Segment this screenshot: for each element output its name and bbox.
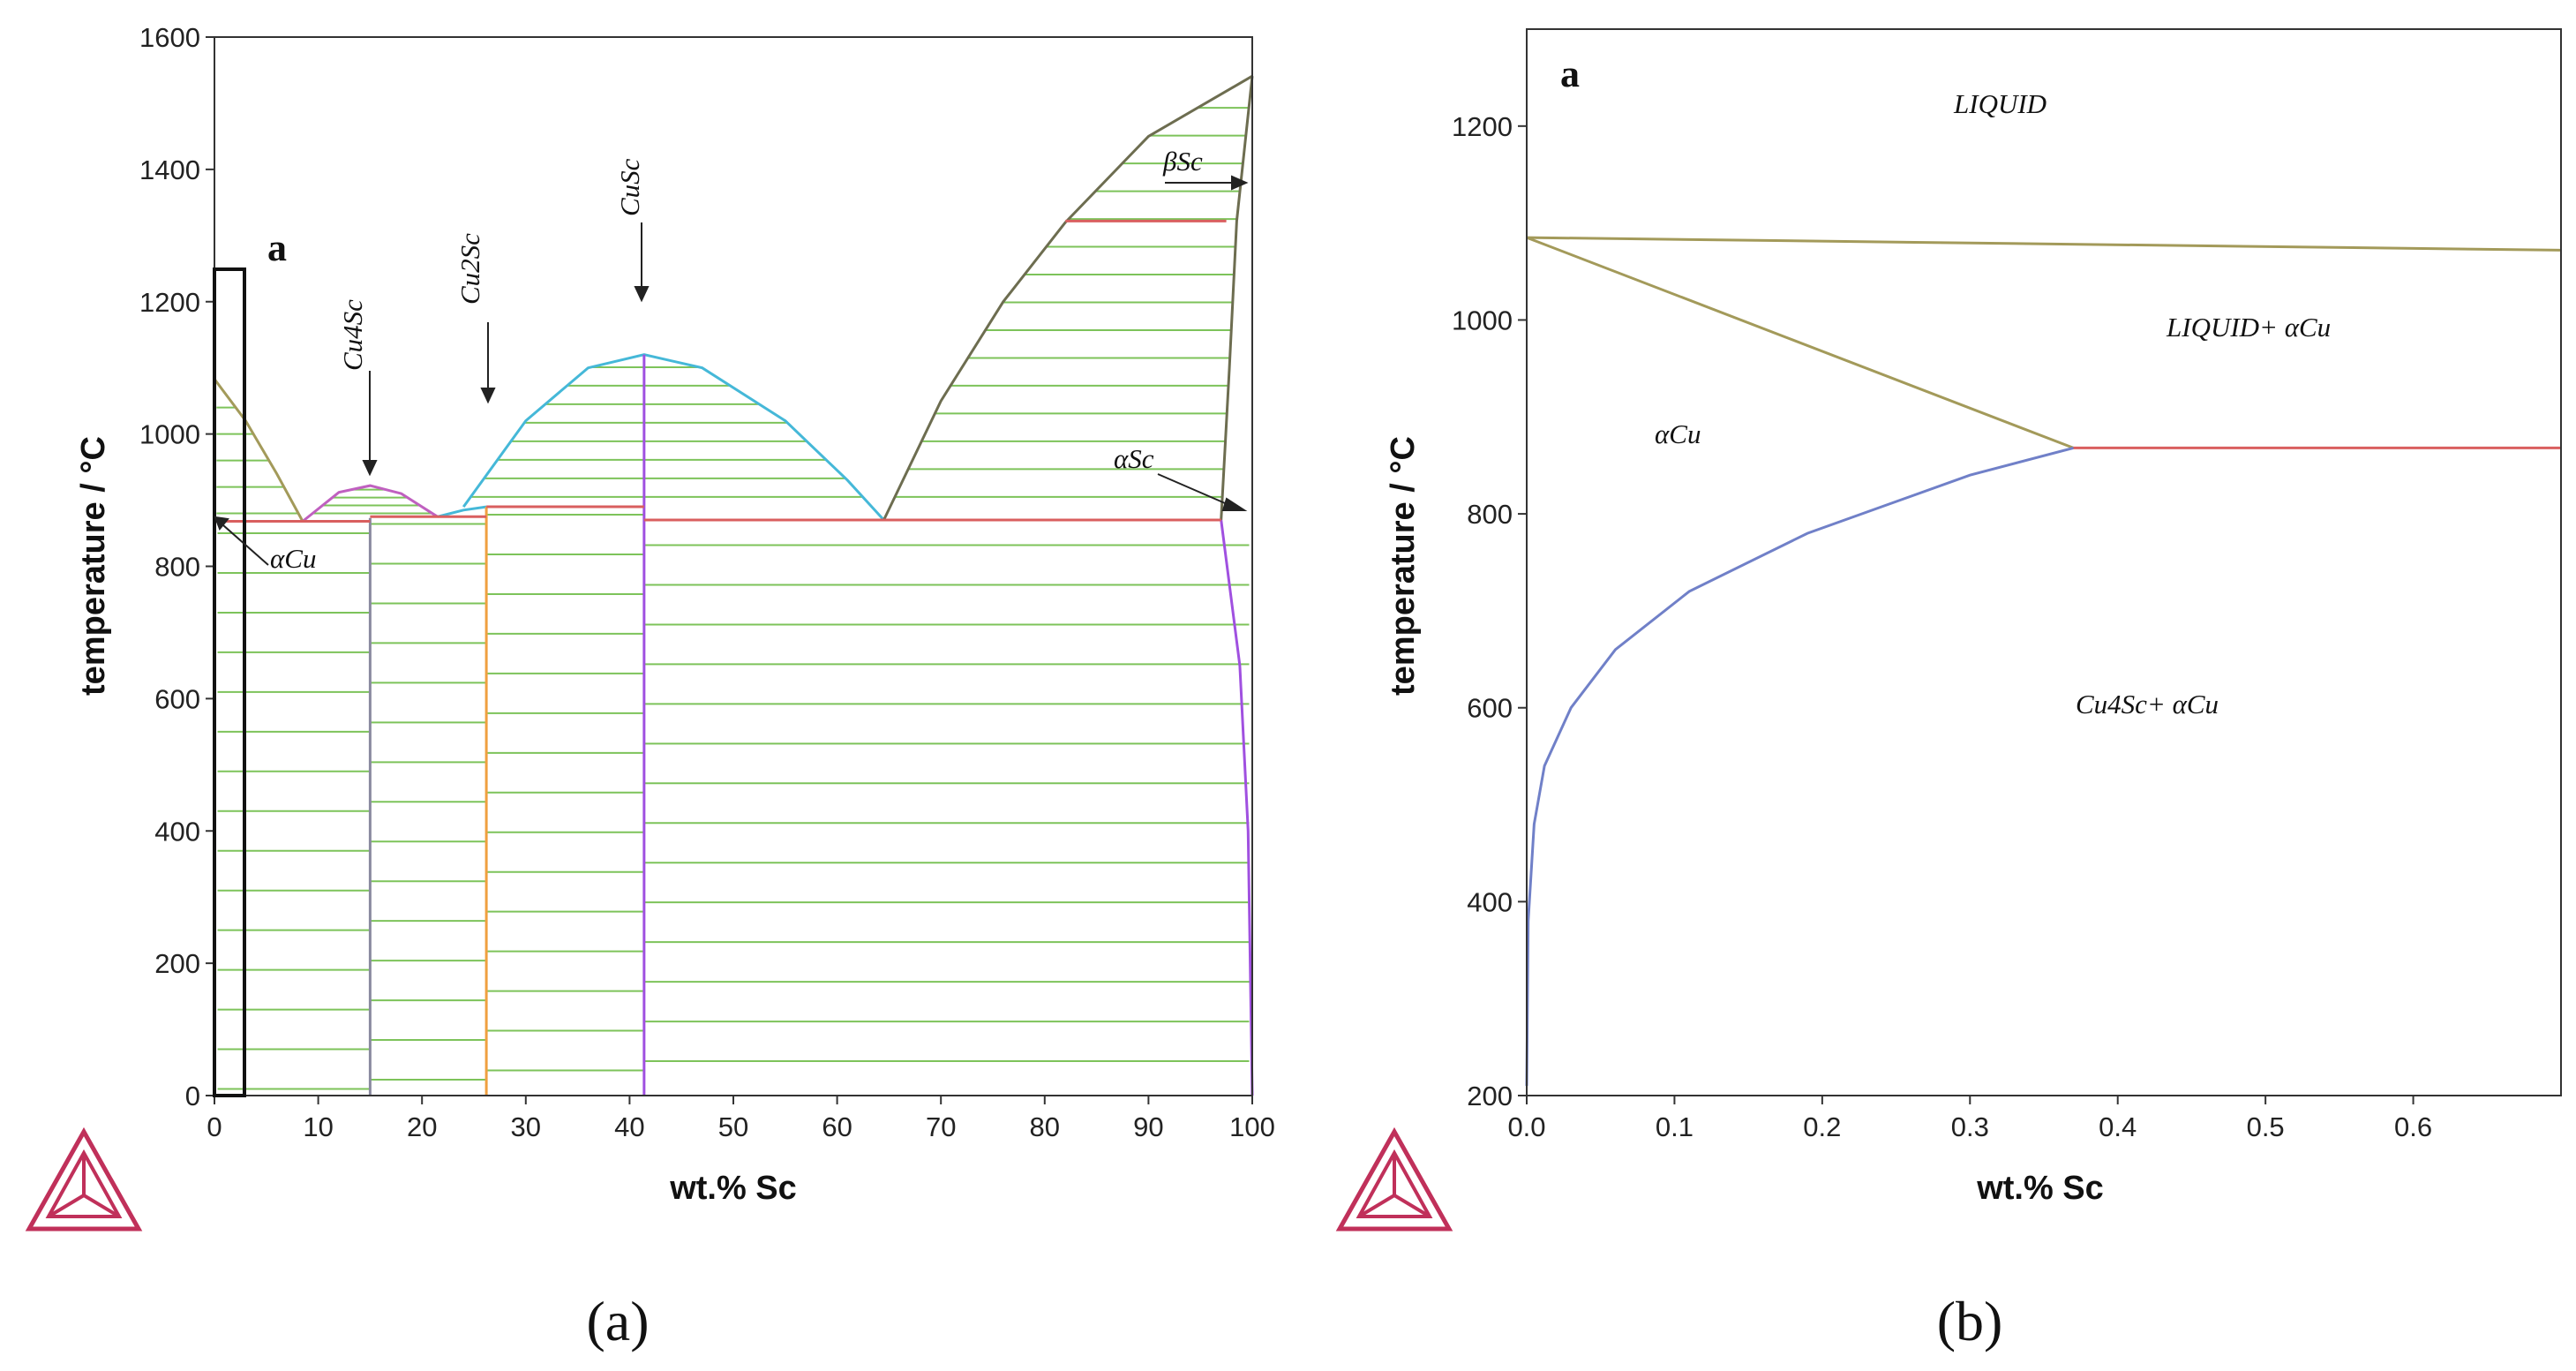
x-tick-label: 40 xyxy=(614,1111,644,1142)
y-tick-label: 400 xyxy=(1467,886,1513,917)
arrow-head-cusc xyxy=(634,286,650,303)
x-tick-label: 0.2 xyxy=(1803,1111,1841,1142)
x-tick-label: 0.1 xyxy=(1656,1111,1694,1142)
region-label-liquid-alpha-cu: LIQUID+ αCu xyxy=(2166,312,2331,343)
x-tick-label: 0.5 xyxy=(2247,1111,2285,1142)
x-tick-label: 60 xyxy=(822,1111,852,1142)
region-label-liquid: LIQUID xyxy=(1953,88,2047,119)
x-tick-label: 0.0 xyxy=(1507,1111,1545,1142)
annotation-arrows xyxy=(214,175,1249,566)
solvus-line xyxy=(1525,446,2074,1087)
y-tick-label: 1000 xyxy=(1452,305,1513,335)
arrow-alpha-cu xyxy=(222,524,269,566)
phase-boundary-group xyxy=(213,74,1254,1096)
region-label-alpha-cu: αCu xyxy=(1655,418,1701,449)
y-tick-label: 800 xyxy=(1467,499,1513,530)
arrow-head-alpha-cu xyxy=(214,516,229,531)
y-tick-label: 200 xyxy=(154,948,200,979)
phase-boundary-curve xyxy=(437,505,487,518)
panel-a: 0 10 20 30 40 50 60 70 80 90 100020040060080010001… xyxy=(25,22,1275,1352)
panel-label: a xyxy=(1560,52,1580,95)
panel-b: 0.0 0.1 0.2 0.3 0.4 0.5 0.6 200 400 600 800 1000 120… xyxy=(1335,28,2562,1352)
phase-boundary-curve xyxy=(302,484,439,523)
x-tick-label: 100 xyxy=(1229,1111,1275,1142)
caption-b: (b) xyxy=(1937,1290,2003,1352)
tick-group: 0 10 20 30 40 50 60 70 80 90 100020040060080010001… xyxy=(139,22,1275,1142)
phase-label-alpha-cu: αCu xyxy=(270,543,316,574)
arrow-head-cu4sc xyxy=(362,460,378,477)
solidus-line xyxy=(1526,236,2075,449)
y-tick-label: 600 xyxy=(154,683,200,714)
y-tick-label: 1200 xyxy=(139,287,200,318)
phase-boundary-curve xyxy=(1220,76,1254,521)
y-tick-label: 800 xyxy=(154,552,200,583)
phase-boundary-curve xyxy=(1220,519,1254,1096)
x-axis-title-a: wt.% Sc xyxy=(669,1170,797,1207)
x-tick-label: 90 xyxy=(1133,1111,1163,1142)
plot-frame xyxy=(1526,28,2562,1096)
phase-label-cu4sc: Cu4Sc xyxy=(337,299,368,371)
x-tick-label: 0.4 xyxy=(2099,1111,2137,1142)
phase-label-cu2sc: Cu2Sc xyxy=(454,233,485,305)
x-tick-label: 30 xyxy=(511,1111,541,1142)
liquidus-line xyxy=(1526,236,2562,252)
zoom-region-box xyxy=(213,267,246,1097)
x-tick-label: 50 xyxy=(718,1111,748,1142)
x-tick-label: 0.6 xyxy=(2394,1111,2432,1142)
x-tick-label: 10 xyxy=(303,1111,333,1142)
x-axis-title-b: wt.% Sc xyxy=(1976,1170,2104,1207)
phase-label-beta-sc: βSc xyxy=(1162,146,1203,177)
arrow-head-alpha-sc xyxy=(1221,497,1248,511)
y-tick-label: 1400 xyxy=(139,154,200,185)
y-axis-title-b: temperature / °C xyxy=(1385,436,1422,696)
y-tick-label: 0 xyxy=(185,1081,200,1111)
x-tick-label: 0.3 xyxy=(1951,1111,1989,1142)
y-tick-label: 1000 xyxy=(139,419,200,450)
arrow-alpha-sc xyxy=(1157,473,1232,507)
caption-a: (a) xyxy=(586,1290,649,1352)
thermo-calc-logo-icon xyxy=(1335,1126,1453,1232)
arrow-head-cu2sc xyxy=(480,388,496,404)
y-tick-label: 400 xyxy=(154,816,200,847)
x-tick-label: 80 xyxy=(1030,1111,1060,1142)
y-tick-label: 600 xyxy=(1467,693,1513,724)
arrow-head-beta-sc xyxy=(1231,175,1249,191)
y-axis-title-a: temperature / °C xyxy=(75,436,112,696)
phase-boundary-group xyxy=(1525,236,2562,1087)
phase-boundary-curve xyxy=(882,74,1253,521)
panel-label: a xyxy=(267,226,287,269)
phase-label-cusc: CuSc xyxy=(614,158,645,216)
region-label-cu4sc-alpha-cu: Cu4Sc+ αCu xyxy=(2076,689,2219,719)
x-tick-label: 0 xyxy=(207,1111,222,1142)
phase-boundary-curve xyxy=(213,378,304,523)
phase-label-alpha-sc: αSc xyxy=(1114,443,1154,474)
y-tick-label: 200 xyxy=(1467,1081,1513,1111)
thermo-calc-logo-icon xyxy=(25,1126,143,1232)
x-tick-label: 70 xyxy=(926,1111,956,1142)
tick-group: 0.0 0.1 0.2 0.3 0.4 0.5 0.6 200 400 600 800 1000 120… xyxy=(1452,111,2432,1142)
y-tick-label: 1200 xyxy=(1452,111,1513,142)
x-tick-label: 20 xyxy=(407,1111,437,1142)
phase-boundary-curve xyxy=(462,353,885,522)
y-tick-label: 1600 xyxy=(139,22,200,53)
